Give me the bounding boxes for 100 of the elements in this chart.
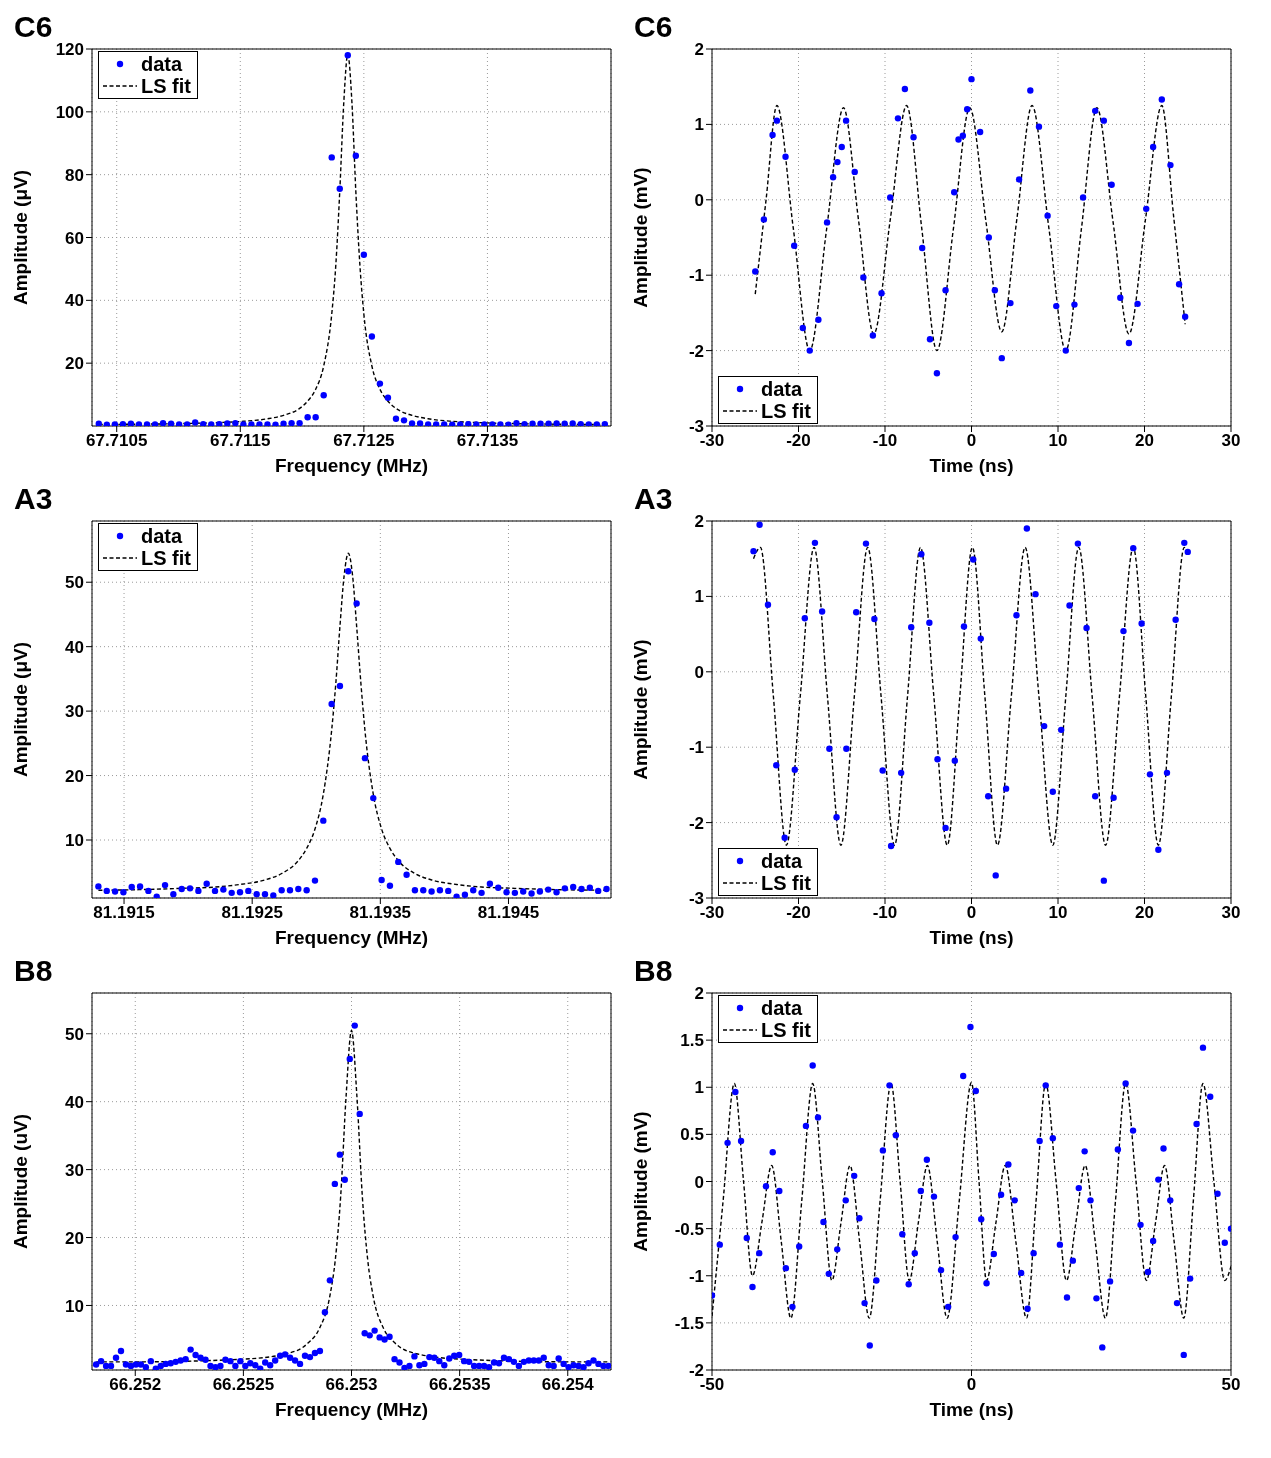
y-tick-label: 40 [65, 291, 84, 311]
point [1138, 620, 1145, 627]
point [933, 370, 941, 377]
y-tick-label: 20 [65, 1228, 84, 1248]
chart-title: B8 [634, 954, 673, 988]
y-tick-label: 1 [694, 1078, 704, 1098]
point [951, 757, 959, 764]
y-tick-label: 20 [65, 766, 84, 786]
point [1066, 602, 1073, 609]
point [781, 834, 788, 841]
x-tick-label: 67.7125 [333, 431, 395, 451]
x-tick-label: 81.1925 [221, 903, 283, 923]
x-tick-label: -20 [786, 903, 811, 923]
y-axis-title: Amplitude (mV) [629, 639, 651, 780]
legend-label: LS fit [761, 400, 811, 422]
point [887, 842, 895, 850]
x-tick-label: 20 [1135, 431, 1154, 451]
point [1062, 347, 1069, 354]
x-tick-label: 20 [1135, 903, 1154, 923]
x-tick-label: 81.1945 [477, 903, 540, 923]
point [764, 601, 772, 608]
y-tick-label: -1 [688, 738, 704, 758]
point [1163, 769, 1171, 777]
y-axis-title: Amplitude (mV) [629, 167, 651, 308]
point [942, 287, 949, 294]
point [942, 824, 949, 832]
point [1049, 788, 1057, 795]
point [862, 540, 870, 547]
x-tick-label: 10 [1048, 903, 1068, 923]
y-tick-label: 30 [65, 1160, 84, 1180]
point [829, 173, 837, 181]
point [1074, 540, 1082, 547]
point [1172, 616, 1179, 623]
x-tick-label: 67.7115 [210, 431, 271, 451]
x-tick-label: 66.252 [109, 1375, 162, 1395]
point [869, 332, 877, 339]
x-axis-title: Frequency (MHz) [274, 1399, 429, 1420]
point [834, 158, 841, 166]
legend-label: LS fit [141, 547, 191, 569]
y-tick-label: -1.5 [674, 1313, 704, 1333]
point [991, 287, 999, 294]
x-tick-label: -10 [872, 903, 898, 923]
x-tick-label: 66.254 [541, 1375, 595, 1395]
x-tick-label: 81.1915 [93, 903, 155, 923]
legend-label: data [761, 997, 803, 1019]
point [811, 539, 819, 547]
point [908, 624, 915, 631]
point [1002, 785, 1010, 792]
point [1181, 313, 1189, 320]
point [1100, 877, 1108, 884]
point [860, 274, 867, 281]
x-tick-label: 0 [966, 431, 977, 451]
point [1015, 176, 1023, 183]
point [878, 290, 885, 297]
point [773, 762, 780, 769]
point [1120, 627, 1127, 635]
y-tick-label: 10 [65, 1296, 84, 1316]
y-tick-label: -1 [688, 266, 704, 286]
point [1035, 123, 1043, 130]
y-tick-label: 50 [65, 1024, 84, 1044]
point [926, 619, 933, 626]
point [1143, 205, 1150, 213]
point [1091, 793, 1099, 800]
point [919, 244, 926, 252]
x-axis-title: Time (ns) [929, 455, 1014, 476]
point [970, 556, 977, 563]
y-tick-label: 80 [65, 165, 84, 185]
point [976, 128, 984, 136]
point [968, 75, 975, 83]
point [871, 615, 878, 623]
point [826, 745, 833, 752]
point [977, 635, 984, 642]
x-axis-title: Frequency (MHz) [274, 455, 429, 476]
point [1125, 339, 1133, 347]
y-tick-label: -0.5 [674, 1219, 704, 1239]
point [1146, 771, 1154, 778]
point [1184, 548, 1191, 556]
x-tick-label: 67.7135 [456, 431, 519, 451]
point [1044, 212, 1051, 219]
y-tick-label: -2 [688, 341, 704, 361]
y-axis-title: Amplitude (uV) [9, 1113, 31, 1250]
point [894, 115, 902, 122]
point [752, 268, 759, 275]
legend-label: data [761, 378, 803, 400]
y-tick-label: 100 [55, 102, 84, 122]
point [934, 756, 941, 763]
point [1117, 294, 1124, 302]
y-tick-label: 2 [694, 40, 704, 60]
point [851, 168, 858, 176]
point [1058, 726, 1065, 734]
point [1040, 722, 1048, 730]
point [951, 189, 958, 196]
point [1175, 281, 1183, 288]
point [1079, 194, 1087, 201]
point [1007, 299, 1014, 307]
point [750, 547, 757, 555]
y-tick-label: 50 [65, 573, 84, 593]
y-tick-label: 20 [65, 354, 84, 374]
point [1100, 117, 1108, 124]
y-axis-title: Amplitude (μV) [9, 169, 31, 306]
